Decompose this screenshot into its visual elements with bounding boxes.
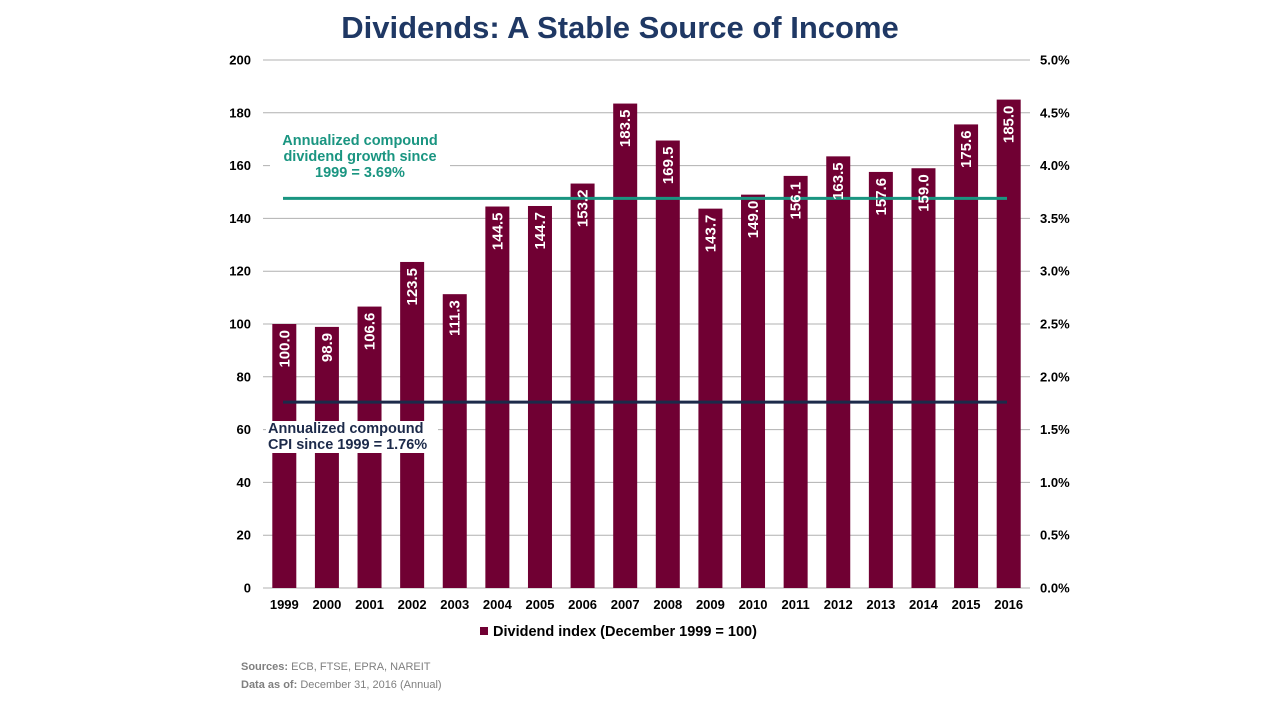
y2-tick-label: 2.5%: [1040, 317, 1070, 332]
x-tick-label: 2005: [526, 597, 555, 612]
bar-value-label: 156.1: [788, 182, 805, 220]
bar-value-label: 175.6: [958, 130, 975, 168]
bar: [314, 326, 339, 588]
bar: [570, 183, 595, 588]
x-tick-label: 2009: [696, 597, 725, 612]
x-axis: 1999 2000 2001 2002 2003 2004 2005 2006 2007 2008…: [270, 597, 1023, 612]
x-tick-label: 2013: [866, 597, 895, 612]
x-tick-label: 2004: [483, 597, 513, 612]
y2-tick-label: 0.5%: [1040, 528, 1070, 543]
y-tick-label: 180: [229, 105, 251, 120]
x-tick-label: 2001: [355, 597, 384, 612]
bar: [272, 324, 297, 588]
y-tick-label: 40: [237, 475, 251, 490]
x-tick-label: 1999: [270, 597, 299, 612]
x-tick-label: 2003: [440, 597, 469, 612]
cpi-annotation: Annualized compound CPI since 1999 = 1.7…: [266, 421, 438, 453]
x-tick-label: 2006: [568, 597, 597, 612]
bar-value-label: 143.7: [702, 215, 719, 253]
y2-tick-label: 3.0%: [1040, 264, 1070, 279]
bar-value-label: 157.6: [873, 178, 890, 216]
bar: [741, 194, 766, 588]
bar-value-label: 144.7: [532, 212, 549, 250]
sources-line: Sources: ECB, FTSE, EPRA, NAREIT: [241, 658, 442, 676]
bar-value-label: 159.0: [915, 174, 932, 212]
legend: Dividend index (December 1999 = 100): [480, 624, 757, 640]
bar-value-label: 123.5: [404, 268, 421, 306]
bar: [527, 205, 552, 588]
sources-value: ECB, FTSE, EPRA, NAREIT: [291, 661, 431, 673]
bar: [911, 168, 936, 589]
bar-labels: 100.0 98.9 106.6 123.5 111.3 144.5 144.7 153.2 1…: [276, 106, 1017, 368]
y-tick-label: 80: [237, 369, 251, 384]
y2-tick-label: 0.0%: [1040, 581, 1070, 596]
bar: [655, 140, 680, 588]
bar: [485, 206, 510, 588]
bar: [613, 103, 638, 588]
y-tick-label: 140: [229, 211, 251, 226]
y2-tick-label: 1.0%: [1040, 475, 1070, 490]
bar-value-label: 169.5: [660, 147, 677, 185]
bar-value-label: 106.6: [362, 313, 379, 351]
reference-lines: [283, 196, 1007, 404]
x-tick-label: 2002: [398, 597, 427, 612]
chart-title: Dividends: A Stable Source of Income: [341, 10, 899, 45]
bar-value-label: 163.5: [830, 162, 847, 200]
bar-value-label: 144.5: [489, 213, 506, 251]
bar-value-label: 185.0: [1001, 106, 1018, 144]
x-tick-label: 2000: [312, 597, 341, 612]
legend-swatch: [480, 627, 488, 635]
x-tick-label: 2007: [611, 597, 640, 612]
y-tick-label: 0: [244, 581, 251, 596]
footer-sources: Sources: ECB, FTSE, EPRA, NAREIT Data as…: [241, 658, 442, 694]
bar: [442, 294, 467, 588]
x-tick-label: 2016: [994, 597, 1023, 612]
x-tick-label: 2014: [909, 597, 939, 612]
bar-value-label: 98.9: [319, 333, 336, 362]
x-tick-label: 2015: [952, 597, 981, 612]
y2-tick-label: 2.0%: [1040, 369, 1070, 384]
bar: [868, 171, 893, 588]
y2-tick-label: 4.5%: [1040, 105, 1070, 120]
y-tick-label: 160: [229, 158, 251, 173]
bar: [783, 175, 808, 588]
asof-line: Data as of: December 31, 2016 (Annual): [241, 676, 442, 694]
x-tick-label: 2010: [739, 597, 768, 612]
bar: [826, 156, 851, 589]
bar-value-label: 111.3: [447, 300, 464, 336]
bar-value-label: 149.0: [745, 201, 762, 239]
y2-tick-label: 5.0%: [1040, 53, 1070, 68]
y-tick-label: 20: [237, 528, 251, 543]
y2-tick-label: 1.5%: [1040, 422, 1070, 437]
x-tick-label: 2012: [824, 597, 853, 612]
bar-value-label: 100.0: [276, 330, 293, 368]
y-tick-label: 120: [229, 264, 251, 279]
y-tick-label: 60: [237, 422, 251, 437]
y-axis-left: 0 20 40 60 80 100 120 140 160 180 200: [229, 53, 251, 596]
sources-label: Sources:: [241, 661, 289, 673]
legend-label: Dividend index (December 1999 = 100): [493, 624, 757, 640]
y-axis-right: 0.0% 0.5% 1.0% 1.5% 2.0% 2.5% 3.0% 3.5% 4.0% 4.5%…: [1040, 53, 1070, 596]
x-tick-label: 2011: [782, 597, 810, 612]
asof-value: December 31, 2016 (Annual): [300, 679, 442, 691]
bar: [996, 99, 1021, 588]
dividend-growth-annotation: Annualized compound dividend growth sinc…: [270, 133, 450, 181]
y-tick-label: 200: [229, 53, 251, 68]
bar: [954, 124, 979, 588]
bar-value-label: 183.5: [617, 110, 634, 148]
bar-value-label: 153.2: [575, 190, 592, 228]
x-tick-label: 2008: [653, 597, 682, 612]
y-tick-label: 100: [229, 317, 251, 332]
bar: [698, 208, 723, 588]
asof-label: Data as of:: [241, 679, 298, 691]
y2-tick-label: 3.5%: [1040, 211, 1070, 226]
y2-tick-label: 4.0%: [1040, 158, 1070, 173]
